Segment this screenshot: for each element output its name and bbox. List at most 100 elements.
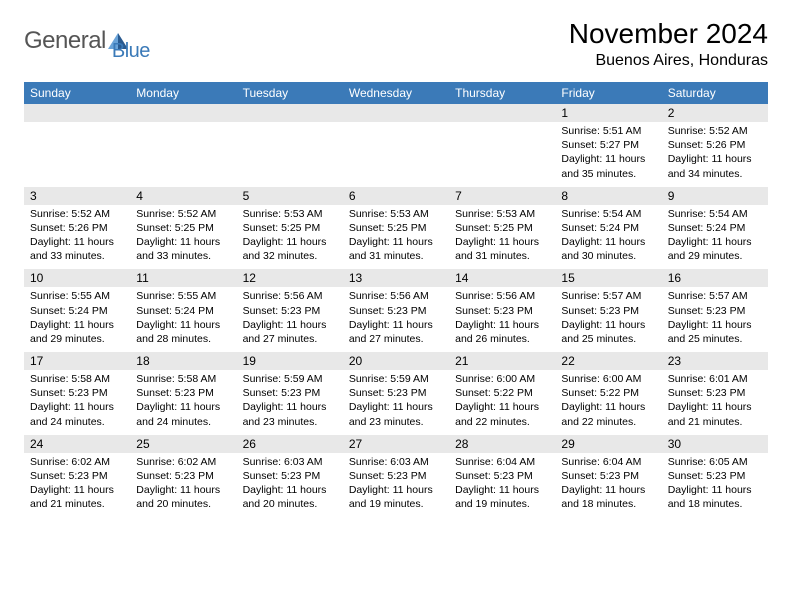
day-data: Sunrise: 5:55 AMSunset: 5:24 PMDaylight:… (130, 287, 236, 352)
day-number: 19 (237, 352, 343, 370)
calendar-day-cell: 10Sunrise: 5:55 AMSunset: 5:24 PMDayligh… (24, 269, 130, 352)
day-data: Sunrise: 5:56 AMSunset: 5:23 PMDaylight:… (343, 287, 449, 352)
day-number: 6 (343, 187, 449, 205)
day-data: Sunrise: 6:00 AMSunset: 5:22 PMDaylight:… (555, 370, 661, 435)
day-data: Sunrise: 5:56 AMSunset: 5:23 PMDaylight:… (237, 287, 343, 352)
calendar-day-cell: 2Sunrise: 5:52 AMSunset: 5:26 PMDaylight… (662, 104, 768, 187)
calendar-day-cell: 9Sunrise: 5:54 AMSunset: 5:24 PMDaylight… (662, 187, 768, 270)
day-number: 1 (555, 104, 661, 122)
calendar-header-row: SundayMondayTuesdayWednesdayThursdayFrid… (24, 82, 768, 104)
day-number: 21 (449, 352, 555, 370)
calendar-week-row: 24Sunrise: 6:02 AMSunset: 5:23 PMDayligh… (24, 435, 768, 518)
day-data-empty (343, 122, 449, 172)
day-number: 7 (449, 187, 555, 205)
day-number: 4 (130, 187, 236, 205)
day-data-empty (24, 122, 130, 172)
calendar-day-cell: 21Sunrise: 6:00 AMSunset: 5:22 PMDayligh… (449, 352, 555, 435)
logo-text-general: General (24, 27, 106, 55)
day-data-empty (237, 122, 343, 172)
title-block: November 2024 Buenos Aires, Honduras (569, 18, 768, 70)
month-title: November 2024 (569, 18, 768, 50)
day-number: 14 (449, 269, 555, 287)
calendar-day-cell (24, 104, 130, 187)
day-data: Sunrise: 5:53 AMSunset: 5:25 PMDaylight:… (449, 205, 555, 270)
day-number: 20 (343, 352, 449, 370)
day-data: Sunrise: 6:05 AMSunset: 5:23 PMDaylight:… (662, 453, 768, 518)
day-data: Sunrise: 5:52 AMSunset: 5:25 PMDaylight:… (130, 205, 236, 270)
logo-text-blue: Blue (112, 40, 150, 63)
calendar-day-cell (237, 104, 343, 187)
calendar-day-cell (130, 104, 236, 187)
day-number-empty (130, 104, 236, 122)
weekday-header: Saturday (662, 82, 768, 104)
calendar-day-cell: 6Sunrise: 5:53 AMSunset: 5:25 PMDaylight… (343, 187, 449, 270)
calendar-day-cell: 29Sunrise: 6:04 AMSunset: 5:23 PMDayligh… (555, 435, 661, 518)
day-number: 10 (24, 269, 130, 287)
calendar-day-cell: 18Sunrise: 5:58 AMSunset: 5:23 PMDayligh… (130, 352, 236, 435)
day-number: 26 (237, 435, 343, 453)
calendar-day-cell: 16Sunrise: 5:57 AMSunset: 5:23 PMDayligh… (662, 269, 768, 352)
calendar-day-cell: 1Sunrise: 5:51 AMSunset: 5:27 PMDaylight… (555, 104, 661, 187)
day-number: 8 (555, 187, 661, 205)
day-data: Sunrise: 6:00 AMSunset: 5:22 PMDaylight:… (449, 370, 555, 435)
calendar-day-cell: 7Sunrise: 5:53 AMSunset: 5:25 PMDaylight… (449, 187, 555, 270)
calendar-week-row: 1Sunrise: 5:51 AMSunset: 5:27 PMDaylight… (24, 104, 768, 187)
calendar-day-cell: 24Sunrise: 6:02 AMSunset: 5:23 PMDayligh… (24, 435, 130, 518)
calendar-week-row: 3Sunrise: 5:52 AMSunset: 5:26 PMDaylight… (24, 187, 768, 270)
day-data: Sunrise: 5:52 AMSunset: 5:26 PMDaylight:… (662, 122, 768, 187)
day-number: 17 (24, 352, 130, 370)
calendar-week-row: 10Sunrise: 5:55 AMSunset: 5:24 PMDayligh… (24, 269, 768, 352)
day-data-empty (449, 122, 555, 172)
day-data: Sunrise: 5:55 AMSunset: 5:24 PMDaylight:… (24, 287, 130, 352)
day-number: 22 (555, 352, 661, 370)
calendar-day-cell: 26Sunrise: 6:03 AMSunset: 5:23 PMDayligh… (237, 435, 343, 518)
logo: General Blue (24, 18, 150, 63)
day-number: 29 (555, 435, 661, 453)
calendar-day-cell: 27Sunrise: 6:03 AMSunset: 5:23 PMDayligh… (343, 435, 449, 518)
day-data: Sunrise: 5:58 AMSunset: 5:23 PMDaylight:… (24, 370, 130, 435)
day-number-empty (24, 104, 130, 122)
calendar-day-cell (449, 104, 555, 187)
day-data: Sunrise: 5:58 AMSunset: 5:23 PMDaylight:… (130, 370, 236, 435)
day-number: 27 (343, 435, 449, 453)
calendar-day-cell (343, 104, 449, 187)
calendar-day-cell: 23Sunrise: 6:01 AMSunset: 5:23 PMDayligh… (662, 352, 768, 435)
day-number: 15 (555, 269, 661, 287)
calendar-day-cell: 11Sunrise: 5:55 AMSunset: 5:24 PMDayligh… (130, 269, 236, 352)
calendar-day-cell: 20Sunrise: 5:59 AMSunset: 5:23 PMDayligh… (343, 352, 449, 435)
day-number: 16 (662, 269, 768, 287)
day-data: Sunrise: 6:02 AMSunset: 5:23 PMDaylight:… (130, 453, 236, 518)
weekday-header: Sunday (24, 82, 130, 104)
calendar-day-cell: 14Sunrise: 5:56 AMSunset: 5:23 PMDayligh… (449, 269, 555, 352)
calendar-day-cell: 15Sunrise: 5:57 AMSunset: 5:23 PMDayligh… (555, 269, 661, 352)
day-data: Sunrise: 5:54 AMSunset: 5:24 PMDaylight:… (662, 205, 768, 270)
calendar-day-cell: 17Sunrise: 5:58 AMSunset: 5:23 PMDayligh… (24, 352, 130, 435)
day-number: 13 (343, 269, 449, 287)
day-data: Sunrise: 6:04 AMSunset: 5:23 PMDaylight:… (449, 453, 555, 518)
day-data: Sunrise: 5:54 AMSunset: 5:24 PMDaylight:… (555, 205, 661, 270)
day-data: Sunrise: 5:57 AMSunset: 5:23 PMDaylight:… (555, 287, 661, 352)
calendar-day-cell: 12Sunrise: 5:56 AMSunset: 5:23 PMDayligh… (237, 269, 343, 352)
day-data: Sunrise: 5:53 AMSunset: 5:25 PMDaylight:… (237, 205, 343, 270)
day-data: Sunrise: 5:59 AMSunset: 5:23 PMDaylight:… (343, 370, 449, 435)
calendar-table: SundayMondayTuesdayWednesdayThursdayFrid… (24, 82, 768, 517)
day-data: Sunrise: 6:03 AMSunset: 5:23 PMDaylight:… (343, 453, 449, 518)
day-number: 12 (237, 269, 343, 287)
day-number: 3 (24, 187, 130, 205)
day-data: Sunrise: 6:02 AMSunset: 5:23 PMDaylight:… (24, 453, 130, 518)
calendar-day-cell: 5Sunrise: 5:53 AMSunset: 5:25 PMDaylight… (237, 187, 343, 270)
day-number: 23 (662, 352, 768, 370)
day-data: Sunrise: 6:01 AMSunset: 5:23 PMDaylight:… (662, 370, 768, 435)
day-number: 28 (449, 435, 555, 453)
calendar-day-cell: 30Sunrise: 6:05 AMSunset: 5:23 PMDayligh… (662, 435, 768, 518)
day-number: 30 (662, 435, 768, 453)
day-data: Sunrise: 6:03 AMSunset: 5:23 PMDaylight:… (237, 453, 343, 518)
day-number: 18 (130, 352, 236, 370)
day-number: 5 (237, 187, 343, 205)
weekday-header: Monday (130, 82, 236, 104)
day-number: 24 (24, 435, 130, 453)
day-data: Sunrise: 6:04 AMSunset: 5:23 PMDaylight:… (555, 453, 661, 518)
calendar-day-cell: 22Sunrise: 6:00 AMSunset: 5:22 PMDayligh… (555, 352, 661, 435)
day-data: Sunrise: 5:53 AMSunset: 5:25 PMDaylight:… (343, 205, 449, 270)
day-data: Sunrise: 5:56 AMSunset: 5:23 PMDaylight:… (449, 287, 555, 352)
